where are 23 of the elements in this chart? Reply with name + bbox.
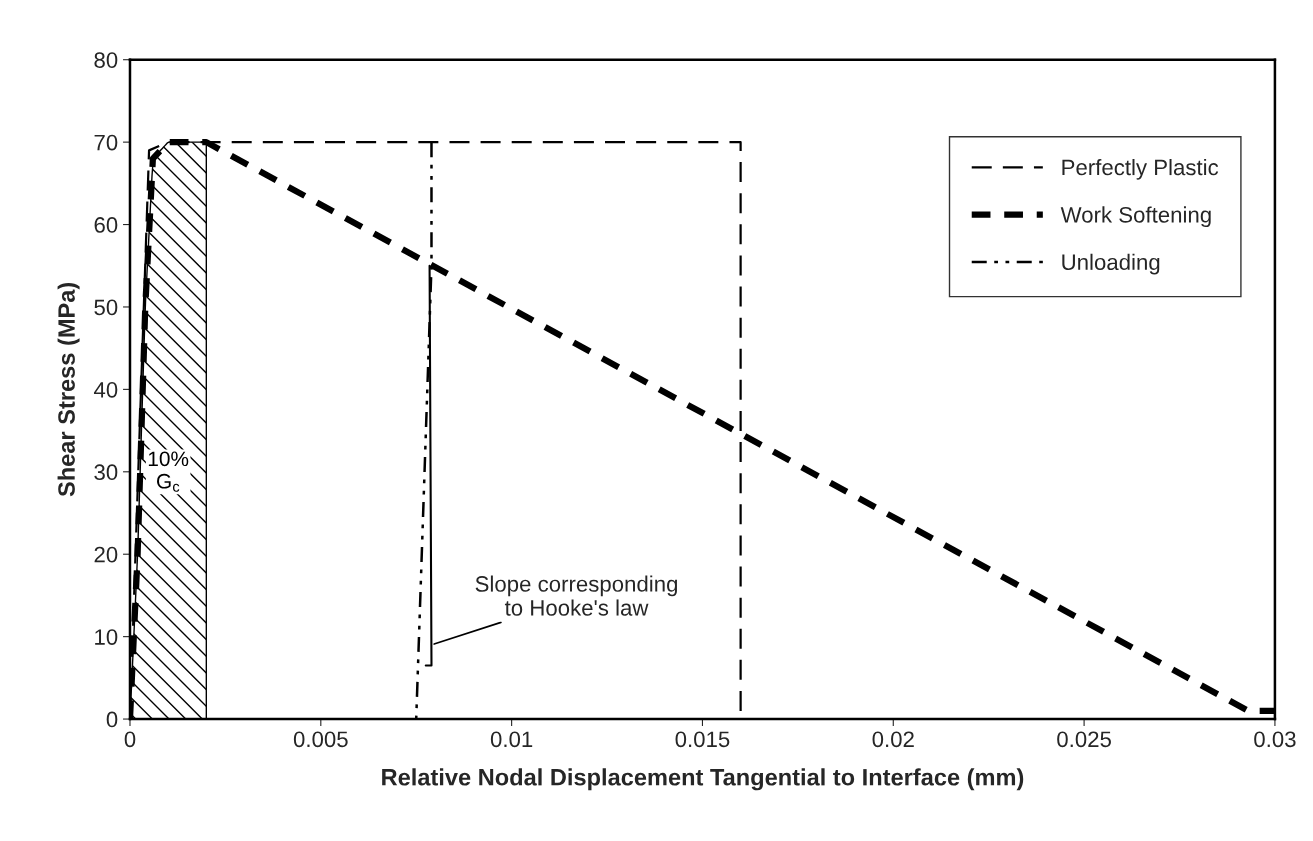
x-axis-title: Relative Nodal Displacement Tangential to Interface (mm) — [382, 768, 1024, 791]
y-tick-label: 30 — [94, 464, 118, 481]
x-tick-label: 0.005 — [293, 731, 348, 748]
y-tick-label: 60 — [94, 217, 118, 233]
y-axis-title: Shear Stress (MPa) — [57, 282, 80, 497]
y-tick-label: 0 — [106, 711, 118, 728]
annotation: Slope corresponding to Hooke's law — [475, 575, 678, 616]
x-tick-label: 0.025 — [1057, 731, 1111, 748]
y-tick-label: 10 — [95, 629, 118, 645]
x-tick-label: 0 — [124, 731, 136, 748]
y-tick-label: 40 — [93, 381, 118, 398]
x-tick-label: 0.02 — [872, 731, 914, 748]
x-tick-label: 0.01 — [490, 731, 533, 748]
y-tick-label: 80 — [94, 52, 118, 68]
x-tick-label: 0.03 — [1254, 731, 1296, 748]
legend-label: Work Softening — [1060, 206, 1211, 228]
band-label: 10% G$_{c}$ — [148, 451, 189, 492]
legend-label: Perfectly Plastic — [1062, 158, 1219, 180]
y-tick-label: 20 — [94, 546, 118, 563]
y-tick-label: 50 — [94, 299, 118, 316]
y-tick-label: 70 — [94, 134, 118, 151]
x-tick-label: 0.015 — [675, 731, 730, 748]
legend-label: Unloading — [1062, 253, 1160, 275]
